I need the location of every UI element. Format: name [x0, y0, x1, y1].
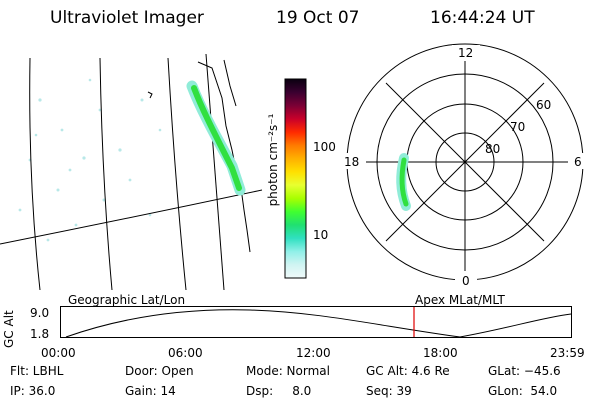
color-bar-label: photon cm⁻²s⁻¹	[266, 113, 280, 207]
small-island	[147, 91, 153, 99]
sequence-value: Seq: 39	[366, 384, 412, 398]
timeline-x-tick-1200: 12:00	[296, 346, 331, 360]
polar-emission	[399, 157, 409, 207]
auroral-emission	[191, 85, 242, 191]
observation-time: 16:44:24 UT	[430, 8, 535, 28]
observation-date: 19 Oct 07	[276, 8, 360, 28]
timeline-x-tick-2359: 23:59	[550, 346, 585, 360]
altitude-timeline	[60, 306, 572, 338]
color-bar-tick-10: 10	[313, 228, 329, 242]
lat-label-60: 60	[536, 98, 552, 112]
polar-plot	[342, 43, 590, 287]
mode-value: Mode: Normal	[246, 364, 330, 378]
timeline-left-label: Geographic Lat/Lon	[68, 293, 186, 307]
filter-value: Flt: LBHL	[10, 364, 64, 378]
map-noise-dots	[18, 78, 162, 242]
gc-altitude-value: GC Alt: 4.6 Re	[366, 364, 450, 378]
timeline-right-label: Apex MLat/MLT	[415, 293, 505, 307]
dsp-value: Dsp: 8.0	[246, 384, 312, 398]
timeline-x-tick-0000: 00:00	[41, 346, 76, 360]
door-status: Door: Open	[125, 364, 194, 378]
geographic-map	[0, 53, 263, 290]
gain-value: Gain: 14	[125, 384, 176, 398]
app-title: Ultraviolet Imager	[50, 8, 204, 28]
timeline-x-tick-0600: 06:00	[168, 346, 203, 360]
mlt-label-0: 0	[462, 274, 470, 288]
ip-value: IP: 36.0	[10, 384, 56, 398]
color-bar-tick-100: 100	[313, 140, 336, 154]
mlt-label-18: 18	[344, 155, 360, 169]
altitude-curve	[65, 309, 572, 338]
lat-label-70: 70	[510, 120, 526, 134]
geographic-longitude: GLon: 54.0	[488, 384, 558, 398]
lat-label-80: 80	[485, 142, 501, 156]
timeline-x-tick-1800: 18:00	[423, 346, 458, 360]
longitude-lines	[29, 53, 225, 290]
timeline-y-tick-low: 1.8	[30, 327, 50, 341]
mlt-label-12: 12	[458, 46, 474, 60]
timeline-axis-title: GC Alt	[2, 310, 16, 348]
geographic-latitude: GLat: −45.6	[488, 364, 561, 378]
color-bar	[284, 78, 307, 279]
mlt-label-6: 6	[574, 155, 582, 169]
timeline-y-tick-high: 9.0	[30, 306, 50, 320]
polar-axis-diagonal-2	[385, 82, 545, 242]
latitude-line	[0, 189, 263, 245]
